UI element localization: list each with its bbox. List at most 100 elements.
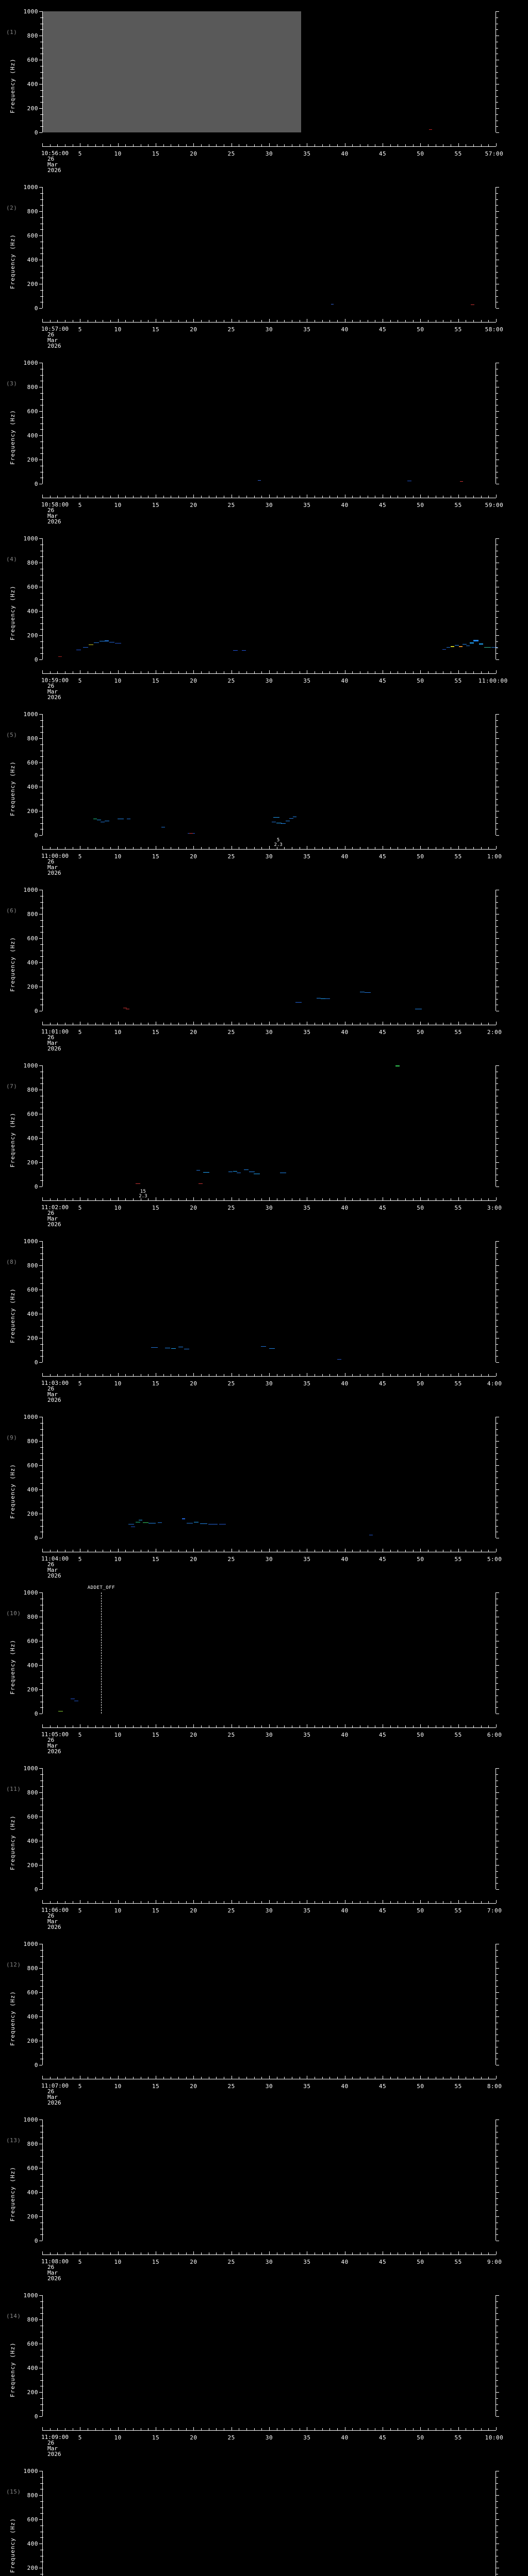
y-axis-tick-label: 1000 [23,2116,38,2123]
x-axis-tick [488,847,489,849]
date-year: 2026 [47,1045,61,1052]
x-axis-tick-label: 10 [114,1907,122,1914]
x-axis-tick-label: 15 [152,150,160,157]
x-axis-tick [420,1373,421,1376]
x-axis-tick-label: 20 [190,1907,197,1914]
y-axis-tick [40,90,43,91]
detection-mark [105,640,109,641]
x-axis-tick [473,1901,474,1903]
y-axis-tick-label: 1000 [23,1062,38,1069]
x-axis-tick [352,1198,353,1200]
x-axis-tick [473,671,474,673]
y-axis-tick [39,1768,42,1769]
spectrogram-panel: (7) Frequency (Hz) 0 200 400 600 800 1000 15 2.3 1… [0,1054,528,1230]
x-axis-start-label: 11:09:00 26 Mar 2026 [41,2434,69,2457]
plot-area [39,714,499,836]
plot-area [39,1768,499,1890]
detection-mark [364,992,371,993]
x-axis-tick [390,1901,391,1903]
x-axis-tick [133,144,134,146]
x-axis-tick [110,1725,111,1727]
x-axis-tick [269,1022,270,1025]
x-axis-tick [42,1900,43,1903]
date-month: Mar [47,864,58,871]
y-axis-tick [496,102,498,103]
y-axis-tick [496,720,498,721]
y-axis-title: Frequency (Hz) [9,2518,16,2573]
y-axis-tick [40,902,43,903]
x-axis-tick [329,1374,331,1376]
x-axis-tick [118,319,119,322]
x-axis-tick [178,847,179,849]
y-axis-tick-label: 600 [27,1286,38,1293]
x-axis-tick [405,1023,406,1025]
x-axis-tick-label: 20 [190,1029,197,1036]
x-axis-tick-label: 1:00 [487,853,502,860]
y-axis-tick-label: 0 [34,129,38,136]
x-axis-tick-label: 25 [227,2259,235,2265]
x-axis-tick [110,1198,111,1200]
x-axis-tick [481,671,482,673]
x-axis-tick [329,1198,331,1200]
start-time: 11:04:00 [41,1555,69,1562]
x-axis-tick-label: 30 [265,2083,273,2090]
y-axis-tick-label: 1000 [23,711,38,718]
x-axis-tick [110,144,111,146]
y-axis-tick [40,1083,43,1084]
x-axis-tick [110,2077,111,2079]
y-axis-tick [496,1792,499,1793]
x-axis-tick-label: 40 [341,502,349,509]
y-axis-tick [40,799,43,800]
x-axis-tick [261,1023,262,1025]
detection-mark [458,646,463,647]
y-axis-tick [40,744,43,745]
y-axis-tick [496,1101,498,1103]
y-axis-tick-label: 1000 [23,1765,38,1772]
x-axis-tick [488,671,489,673]
x-axis-tick-label: 10 [114,677,122,684]
x-axis-tick [458,1724,459,1727]
y-axis-tick [496,1241,499,1242]
x-axis-tick [337,1374,338,1376]
x-axis-tick [352,2077,353,2079]
y-axis-tick [40,1156,43,1157]
y-axis-tick [496,211,499,212]
y-axis-tick [39,211,42,212]
x-axis-tick [110,320,111,322]
x-axis-tick-label: 15 [152,1380,160,1387]
x-axis-tick-label: 25 [227,853,235,860]
y-axis-tick [496,2198,498,2199]
x-axis-tick [458,1022,459,1025]
x-axis-tick [110,847,111,849]
x-axis-tick [488,496,489,498]
x-axis-tick [329,1725,331,1727]
y-axis-spine-left [39,1417,43,1538]
x-axis-tick [57,1374,58,1376]
x-axis-tick [261,1550,262,1552]
x-axis-tick [186,847,187,849]
x-axis-tick [118,1197,119,1200]
date-day: 26 [47,2439,55,2446]
y-axis-tick-label: 200 [27,1862,38,1869]
y-axis-tick-label: 200 [27,1686,38,1693]
x-axis-tick-label: 15 [152,1205,160,1211]
y-axis-tick [39,411,42,412]
y-axis-tick-label: 800 [27,911,38,918]
x-axis-tick [178,1198,179,1200]
x-axis-tick [254,847,255,849]
detection-mark [233,1171,238,1172]
spectrogram-panel: (8) Frequency (Hz) 0 200 400 600 800 1000 11:03:… [0,1230,528,1405]
x-axis-tick-label: 7:00 [487,1907,502,1914]
y-axis-tick [40,1120,43,1121]
plot-area [39,1241,499,1363]
x-axis-tick [186,1725,187,1727]
y-axis-tick [40,1786,43,1787]
y-axis-tick [40,1247,43,1248]
x-axis-tick [125,1550,126,1552]
x-axis-tick [473,2077,474,2079]
y-axis-tick [496,2392,499,2393]
x-axis-tick [178,496,179,498]
x-axis-tick-label: 20 [190,1205,197,1211]
x-axis-tick [42,1022,43,1025]
trace-annotation-line1: 15 [140,1189,146,1194]
